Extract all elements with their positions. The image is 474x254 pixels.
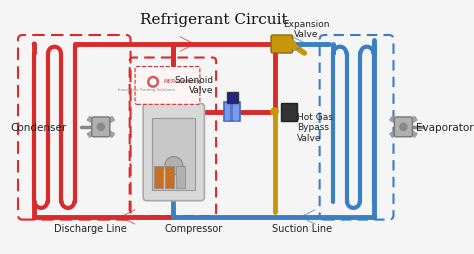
FancyBboxPatch shape bbox=[224, 102, 240, 122]
Bar bbox=[152, 118, 195, 190]
Circle shape bbox=[165, 157, 183, 175]
FancyBboxPatch shape bbox=[394, 118, 412, 137]
Text: Condenser: Condenser bbox=[11, 122, 67, 132]
Text: Expansion
Valve: Expansion Valve bbox=[283, 20, 329, 39]
Text: Suction Line: Suction Line bbox=[272, 223, 332, 233]
FancyBboxPatch shape bbox=[281, 104, 297, 122]
Polygon shape bbox=[390, 129, 401, 138]
Circle shape bbox=[271, 108, 278, 116]
Circle shape bbox=[400, 124, 407, 131]
FancyBboxPatch shape bbox=[143, 104, 204, 201]
Bar bbox=[225, 103, 229, 121]
Text: Hot Gas
Bypass
Valve: Hot Gas Bypass Valve bbox=[297, 113, 333, 142]
Bar bbox=[175, 166, 184, 188]
Polygon shape bbox=[87, 129, 99, 138]
Text: Solenoid
Valve: Solenoid Valve bbox=[174, 75, 213, 95]
Text: Discharge Line: Discharge Line bbox=[54, 223, 127, 233]
Text: Innovative Training Solutions: Innovative Training Solutions bbox=[118, 88, 175, 92]
FancyBboxPatch shape bbox=[135, 67, 200, 105]
Polygon shape bbox=[406, 117, 417, 126]
Circle shape bbox=[286, 40, 295, 49]
Bar bbox=[165, 166, 174, 188]
Bar bbox=[154, 166, 163, 188]
Polygon shape bbox=[103, 117, 115, 126]
Bar bbox=[234, 103, 238, 121]
Circle shape bbox=[150, 80, 156, 85]
Polygon shape bbox=[103, 129, 115, 138]
Text: Compressor: Compressor bbox=[164, 223, 223, 233]
Polygon shape bbox=[406, 129, 417, 138]
FancyBboxPatch shape bbox=[271, 36, 292, 54]
Circle shape bbox=[148, 77, 158, 88]
Text: MEPAcademy: MEPAcademy bbox=[164, 79, 201, 84]
Circle shape bbox=[97, 124, 104, 131]
Bar bbox=[229, 103, 233, 121]
Polygon shape bbox=[87, 117, 99, 126]
FancyBboxPatch shape bbox=[92, 118, 110, 137]
Bar bbox=[227, 92, 238, 103]
Text: Evaporator: Evaporator bbox=[416, 122, 474, 132]
Text: Refrigerant Circuit: Refrigerant Circuit bbox=[139, 13, 287, 27]
Polygon shape bbox=[390, 117, 401, 126]
